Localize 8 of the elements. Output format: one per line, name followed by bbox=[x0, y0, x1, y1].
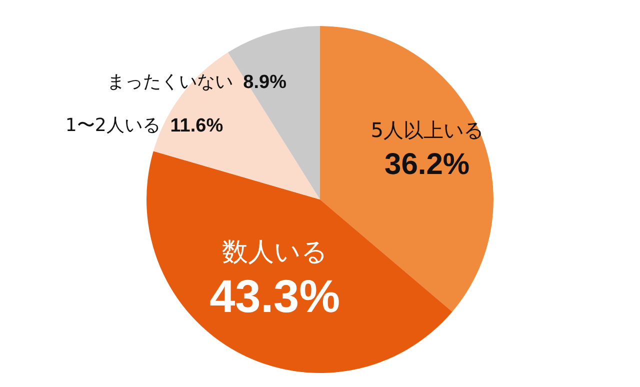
slice-label: 1〜2人いる bbox=[65, 114, 160, 136]
data-label: 43.3% bbox=[210, 270, 340, 322]
data-label: 36.2% bbox=[384, 148, 470, 182]
data-label: 11.6% bbox=[170, 116, 224, 137]
data-label: 8.9% bbox=[243, 72, 287, 93]
slice-label: 5人以上いる bbox=[370, 118, 484, 142]
slice-label: 数人いる bbox=[222, 237, 328, 268]
slice-label: まったくいない bbox=[107, 71, 234, 92]
